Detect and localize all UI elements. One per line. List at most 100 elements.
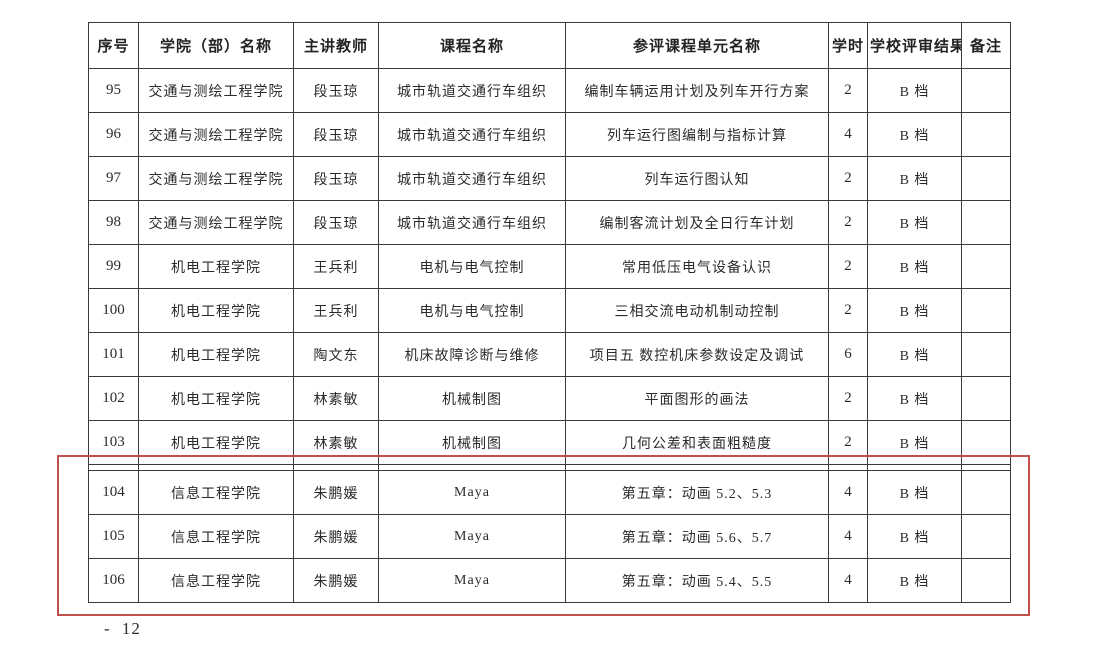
cell-college-name: 机电工程学院 bbox=[138, 376, 294, 421]
cell-remarks bbox=[961, 558, 1011, 603]
table-row: 102 机电工程学院 林素敏 机械制图 平面图形的画法 2 B 档 bbox=[88, 376, 1011, 421]
cell-college-name: 机电工程学院 bbox=[138, 244, 294, 289]
evaluation-table: 序号 学院（部）名称 主讲教师 课程名称 参评课程单元名称 学时 学校评审结果 … bbox=[88, 22, 1011, 603]
cell-lecturer: 朱鹏媛 bbox=[293, 514, 379, 559]
cell-review-result: B 档 bbox=[867, 156, 962, 201]
cell-course-unit-name: 列车运行图编制与指标计算 bbox=[565, 112, 829, 157]
cell-lecturer: 段玉琼 bbox=[293, 68, 379, 113]
cell-class-hours: 2 bbox=[828, 68, 868, 113]
table-body: 95 交通与测绘工程学院 段玉琼 城市轨道交通行车组织 编制车辆运用计划及列车开… bbox=[88, 68, 1011, 603]
header-lecturer: 主讲教师 bbox=[293, 22, 379, 69]
header-course-unit-name: 参评课程单元名称 bbox=[565, 22, 829, 69]
cell-serial-number: 103 bbox=[88, 420, 139, 465]
table-header-row: 序号 学院（部）名称 主讲教师 课程名称 参评课程单元名称 学时 学校评审结果 … bbox=[88, 22, 1011, 69]
header-serial-number: 序号 bbox=[88, 22, 139, 69]
cell-college-name: 信息工程学院 bbox=[138, 514, 294, 559]
cell-course-unit-name: 项目五 数控机床参数设定及调试 bbox=[565, 332, 829, 377]
cell-course-name: 电机与电气控制 bbox=[378, 288, 566, 333]
cell-class-hours: 2 bbox=[828, 288, 868, 333]
cell-course-name: 机械制图 bbox=[378, 420, 566, 465]
cell-course-name: 城市轨道交通行车组织 bbox=[378, 200, 566, 245]
table-header: 序号 学院（部）名称 主讲教师 课程名称 参评课程单元名称 学时 学校评审结果 … bbox=[88, 22, 1011, 69]
table-row: 100 机电工程学院 王兵利 电机与电气控制 三相交流电动机制动控制 2 B 档 bbox=[88, 288, 1011, 333]
cell-serial-number: 97 bbox=[88, 156, 139, 201]
cell-remarks bbox=[961, 376, 1011, 421]
cell-college-name: 交通与测绘工程学院 bbox=[138, 156, 294, 201]
cell-serial-number: 98 bbox=[88, 200, 139, 245]
cell-course-name: 城市轨道交通行车组织 bbox=[378, 68, 566, 113]
table-row: 105 信息工程学院 朱鹏媛 Maya 第五章：动画 5.6、5.7 4 B 档 bbox=[88, 514, 1011, 559]
table-row: 99 机电工程学院 王兵利 电机与电气控制 常用低压电气设备认识 2 B 档 bbox=[88, 244, 1011, 289]
cell-review-result: B 档 bbox=[867, 558, 962, 603]
cell-college-name: 信息工程学院 bbox=[138, 558, 294, 603]
cell-remarks bbox=[961, 332, 1011, 377]
cell-review-result: B 档 bbox=[867, 200, 962, 245]
cell-college-name: 交通与测绘工程学院 bbox=[138, 200, 294, 245]
cell-class-hours: 4 bbox=[828, 470, 868, 515]
cell-serial-number: 104 bbox=[88, 470, 139, 515]
cell-serial-number: 101 bbox=[88, 332, 139, 377]
cell-course-name: 城市轨道交通行车组织 bbox=[378, 156, 566, 201]
cell-class-hours: 4 bbox=[828, 514, 868, 559]
cell-lecturer: 陶文东 bbox=[293, 332, 379, 377]
cell-college-name: 机电工程学院 bbox=[138, 420, 294, 465]
cell-college-name: 交通与测绘工程学院 bbox=[138, 68, 294, 113]
cell-course-unit-name: 第五章：动画 5.6、5.7 bbox=[565, 514, 829, 559]
cell-remarks bbox=[961, 420, 1011, 465]
cell-course-unit-name: 编制车辆运用计划及列车开行方案 bbox=[565, 68, 829, 113]
cell-class-hours: 2 bbox=[828, 156, 868, 201]
cell-course-name: 机械制图 bbox=[378, 376, 566, 421]
cell-course-unit-name: 常用低压电气设备认识 bbox=[565, 244, 829, 289]
cell-review-result: B 档 bbox=[867, 244, 962, 289]
cell-course-unit-name: 列车运行图认知 bbox=[565, 156, 829, 201]
header-class-hours: 学时 bbox=[828, 22, 868, 69]
header-remarks: 备注 bbox=[961, 22, 1011, 69]
cell-college-name: 交通与测绘工程学院 bbox=[138, 112, 294, 157]
table-row: 104 信息工程学院 朱鹏媛 Maya 第五章：动画 5.2、5.3 4 B 档 bbox=[88, 470, 1011, 515]
cell-serial-number: 102 bbox=[88, 376, 139, 421]
cell-remarks bbox=[961, 288, 1011, 333]
cell-lecturer: 段玉琼 bbox=[293, 200, 379, 245]
cell-lecturer: 朱鹏媛 bbox=[293, 558, 379, 603]
table-row: 103 机电工程学院 林素敏 机械制图 几何公差和表面粗糙度 2 B 档 bbox=[88, 420, 1011, 465]
cell-class-hours: 6 bbox=[828, 332, 868, 377]
header-course-name: 课程名称 bbox=[378, 22, 566, 69]
table-row: 98 交通与测绘工程学院 段玉琼 城市轨道交通行车组织 编制客流计划及全日行车计… bbox=[88, 200, 1011, 245]
cell-lecturer: 朱鹏媛 bbox=[293, 470, 379, 515]
cell-review-result: B 档 bbox=[867, 420, 962, 465]
cell-remarks bbox=[961, 244, 1011, 289]
cell-review-result: B 档 bbox=[867, 376, 962, 421]
cell-lecturer: 林素敏 bbox=[293, 376, 379, 421]
cell-remarks bbox=[961, 68, 1011, 113]
cell-review-result: B 档 bbox=[867, 470, 962, 515]
cell-lecturer: 王兵利 bbox=[293, 288, 379, 333]
cell-class-hours: 2 bbox=[828, 376, 868, 421]
cell-course-name: Maya bbox=[378, 558, 566, 603]
cell-remarks bbox=[961, 200, 1011, 245]
cell-review-result: B 档 bbox=[867, 68, 962, 113]
cell-serial-number: 105 bbox=[88, 514, 139, 559]
page-number: - 12 bbox=[104, 619, 141, 638]
cell-review-result: B 档 bbox=[867, 332, 962, 377]
cell-course-unit-name: 几何公差和表面粗糙度 bbox=[565, 420, 829, 465]
header-college-name: 学院（部）名称 bbox=[138, 22, 294, 69]
cell-college-name: 机电工程学院 bbox=[138, 332, 294, 377]
cell-serial-number: 100 bbox=[88, 288, 139, 333]
cell-serial-number: 96 bbox=[88, 112, 139, 157]
cell-class-hours: 2 bbox=[828, 420, 868, 465]
cell-course-unit-name: 三相交流电动机制动控制 bbox=[565, 288, 829, 333]
cell-review-result: B 档 bbox=[867, 112, 962, 157]
cell-class-hours: 4 bbox=[828, 112, 868, 157]
cell-college-name: 信息工程学院 bbox=[138, 470, 294, 515]
cell-course-name: 电机与电气控制 bbox=[378, 244, 566, 289]
cell-college-name: 机电工程学院 bbox=[138, 288, 294, 333]
cell-lecturer: 王兵利 bbox=[293, 244, 379, 289]
cell-course-name: 机床故障诊断与维修 bbox=[378, 332, 566, 377]
table-row: 96 交通与测绘工程学院 段玉琼 城市轨道交通行车组织 列车运行图编制与指标计算… bbox=[88, 112, 1011, 157]
cell-review-result: B 档 bbox=[867, 514, 962, 559]
cell-class-hours: 2 bbox=[828, 200, 868, 245]
cell-course-unit-name: 第五章：动画 5.4、5.5 bbox=[565, 558, 829, 603]
cell-course-unit-name: 第五章：动画 5.2、5.3 bbox=[565, 470, 829, 515]
cell-remarks bbox=[961, 156, 1011, 201]
